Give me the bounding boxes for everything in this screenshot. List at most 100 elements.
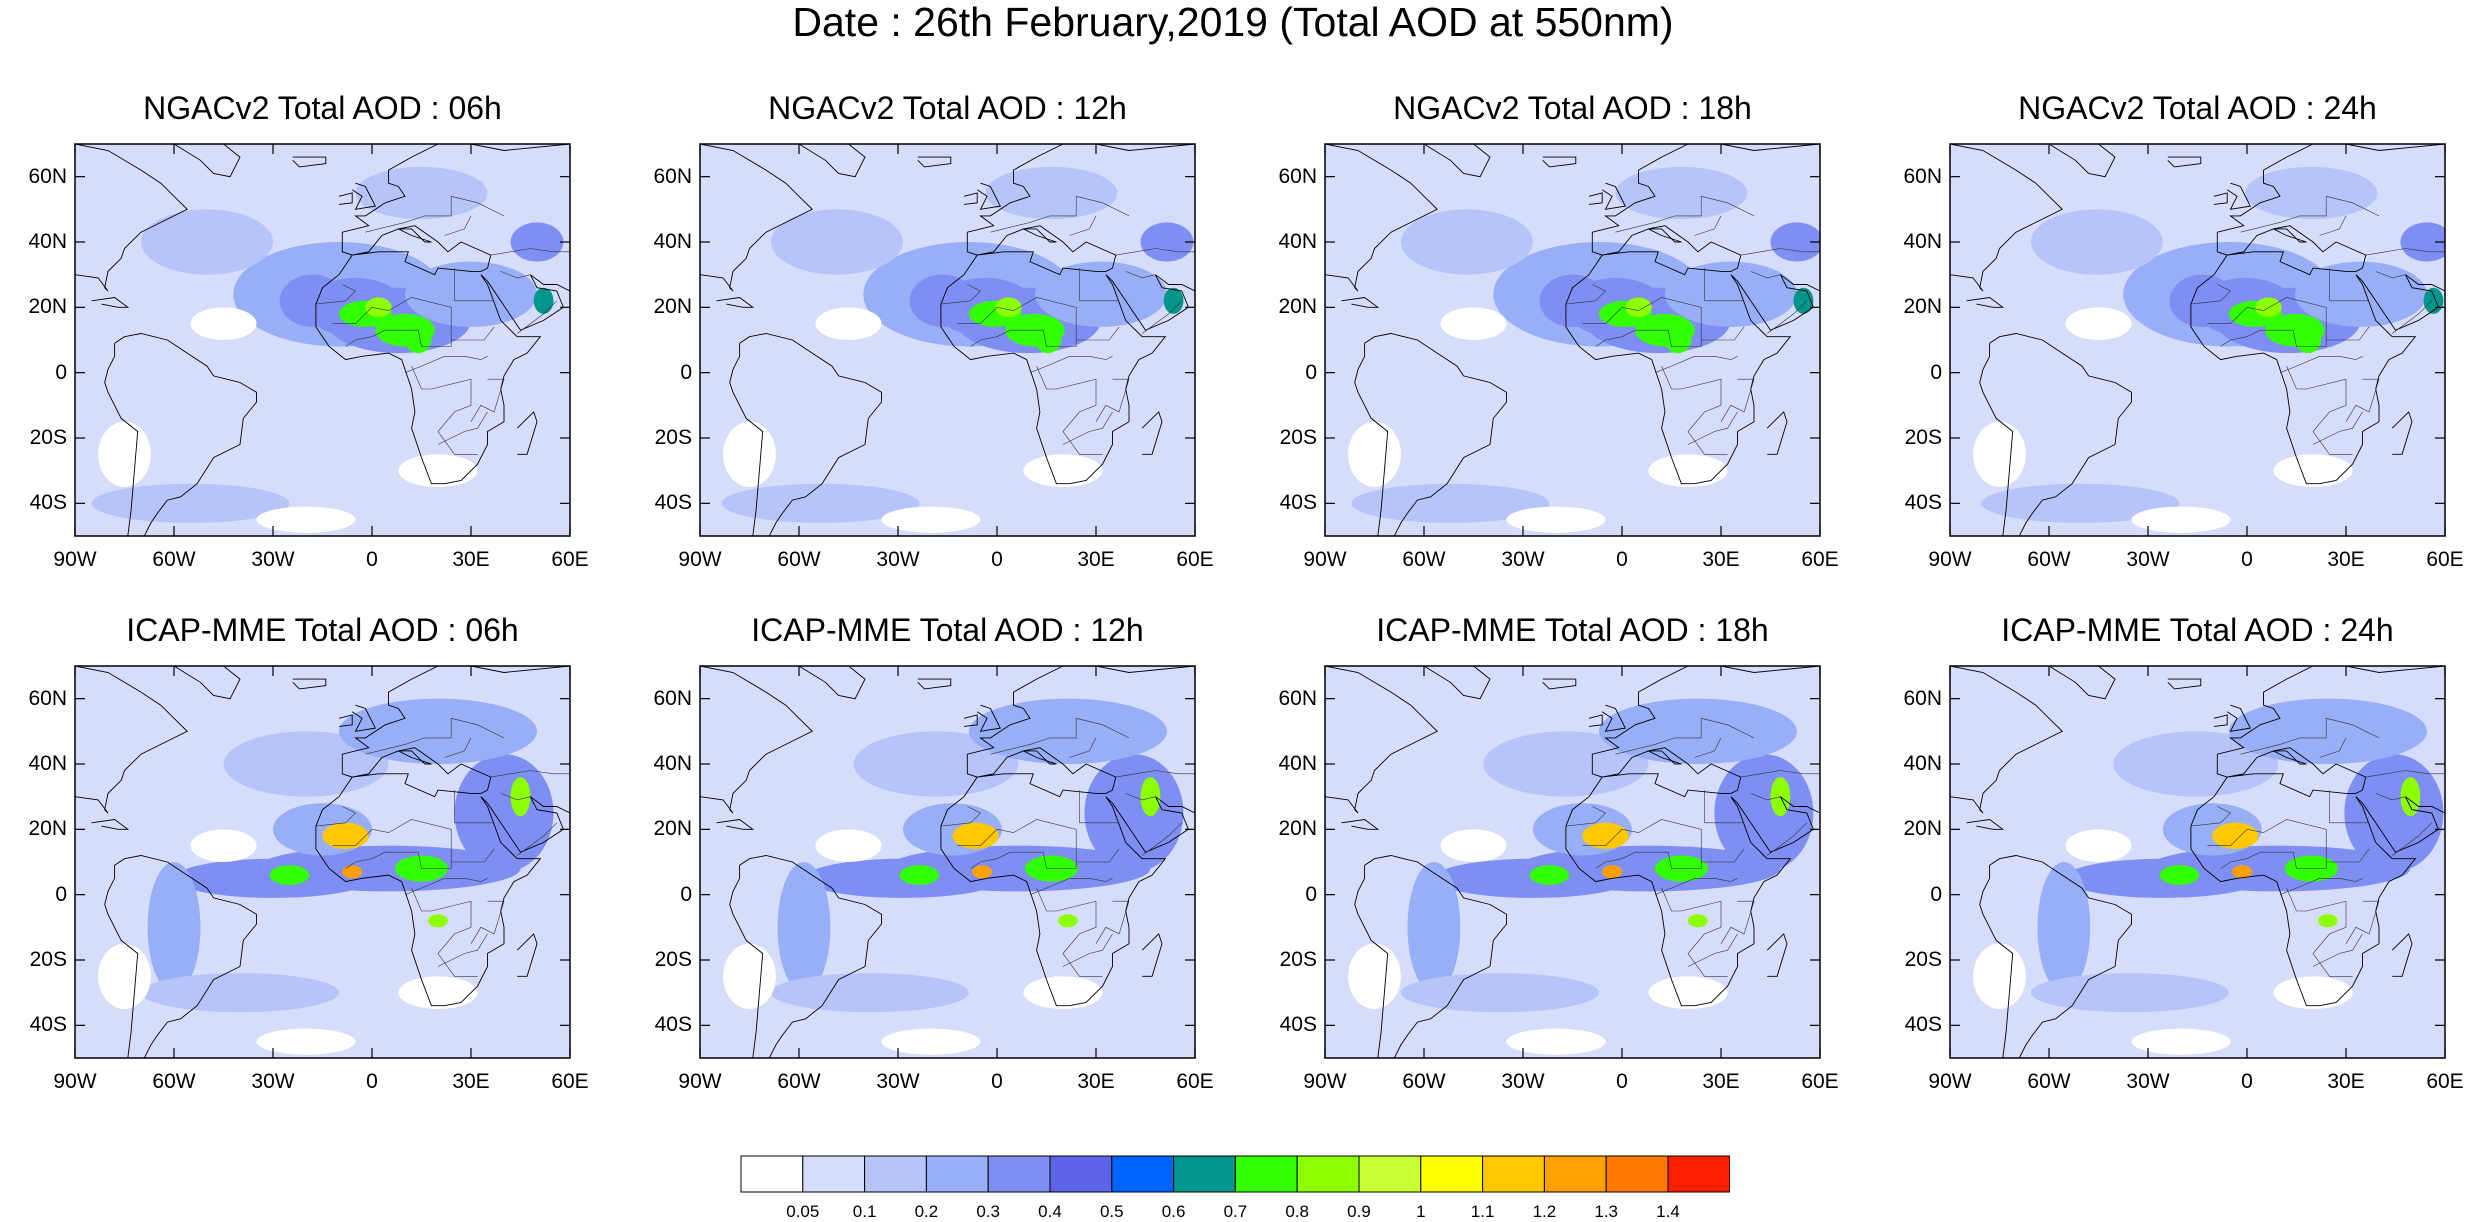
lat-label: 0 xyxy=(55,882,67,906)
coastline xyxy=(351,704,376,732)
panel-title: NGACv2 Total AOD : 18h xyxy=(1393,90,1752,126)
colorbar-label: 0.05 xyxy=(786,1202,820,1221)
country-border xyxy=(2326,326,2370,341)
map-panel: ICAP-MME Total AOD : 18h 60N 40N 20N 0 20S 40S… xyxy=(1250,612,1838,1172)
coastline xyxy=(759,144,866,178)
coastline xyxy=(2213,192,2228,205)
lat-label: 40S xyxy=(654,491,692,515)
aod-contour-region xyxy=(968,698,1167,764)
country-border xyxy=(2392,300,2433,334)
aod-contour-region xyxy=(256,845,521,892)
coastline xyxy=(1341,297,1380,308)
aod-contour-region xyxy=(1625,297,1652,318)
aod-low-region xyxy=(815,307,882,340)
country-border xyxy=(1654,355,1738,373)
country-border xyxy=(2207,819,2327,869)
aod-contour-region xyxy=(339,698,537,764)
country-border xyxy=(2326,848,2370,863)
panel-title: NGACv2 Total AOD : 06h xyxy=(143,90,502,126)
colorbar-label: 1.3 xyxy=(1594,1202,1618,1221)
coastline xyxy=(2391,411,2413,455)
country-border xyxy=(1701,326,1745,341)
country-border xyxy=(1701,848,1745,863)
lon-label: 60E xyxy=(2426,548,2464,571)
lon-label: 0 xyxy=(366,1070,378,1093)
lon-label: 60W xyxy=(2027,548,2071,571)
map-frame xyxy=(74,665,571,1059)
coastline xyxy=(315,144,570,485)
aod-low-region xyxy=(2273,976,2353,1009)
coastline xyxy=(2009,666,2116,700)
coastline xyxy=(1542,678,1577,690)
aod-low-region xyxy=(398,976,478,1009)
aod-contour-region xyxy=(147,862,201,993)
lat-label: 40S xyxy=(1279,491,1317,515)
lon-label: 60E xyxy=(1801,548,1839,571)
lon-label: 30W xyxy=(2126,1070,2170,1093)
country-border xyxy=(990,717,1130,755)
country-border xyxy=(2207,297,2327,347)
coastline xyxy=(1384,144,1491,178)
aod-contour-region xyxy=(269,865,310,885)
colorbar-swatch xyxy=(1049,1155,1113,1193)
coastline xyxy=(516,411,538,455)
colorbar-label: 0.1 xyxy=(852,1202,877,1221)
aod-low-region xyxy=(256,1028,356,1055)
country-border xyxy=(451,848,495,863)
map-frame xyxy=(699,665,1196,1059)
aod-map xyxy=(1949,143,2446,537)
coastline xyxy=(338,714,353,727)
country-border xyxy=(1740,248,1820,256)
country-border xyxy=(1687,933,1738,967)
aod-contour-region xyxy=(428,914,448,928)
aod-contour-region xyxy=(952,822,999,849)
colorbar-swatch xyxy=(1173,1155,1236,1193)
lat-label: 40N xyxy=(653,752,692,775)
lat-label: 60N xyxy=(1278,164,1317,188)
aod-contour-region xyxy=(1516,845,1781,892)
aod-low-region xyxy=(881,506,981,533)
lon-label: 90W xyxy=(53,1070,97,1093)
country-border xyxy=(1694,215,1722,236)
country-border xyxy=(1767,822,1808,856)
aod-contour-region xyxy=(510,222,564,262)
coastline xyxy=(1966,819,2005,830)
country-border xyxy=(411,365,478,455)
coastline xyxy=(1950,666,2063,814)
country-border xyxy=(1661,365,1728,455)
lat-label: 20S xyxy=(1279,426,1317,449)
lat-label: 0 xyxy=(680,360,692,384)
coastline xyxy=(75,144,188,292)
country-border xyxy=(1125,271,1156,279)
country-border xyxy=(517,822,558,856)
coastline xyxy=(963,714,978,727)
colorbar-label: 0.8 xyxy=(1285,1202,1309,1221)
aod-contour-region xyxy=(899,865,940,885)
lat-label: 0 xyxy=(1305,360,1317,384)
aod-contour-region xyxy=(141,209,273,275)
aod-contour-region xyxy=(2255,297,2282,318)
coastline xyxy=(1354,855,1507,1058)
lat-label: 60N xyxy=(1903,686,1942,710)
figure-title: Date : 26th February,2019 (Total AOD at … xyxy=(792,0,1674,45)
lat-label: 0 xyxy=(55,360,67,384)
lon-label: 30E xyxy=(1077,1070,1115,1093)
colorbar-label: 0.2 xyxy=(914,1202,939,1221)
lon-label: 60E xyxy=(551,548,589,571)
colorbar xyxy=(740,1155,1730,1193)
lon-label: 90W xyxy=(53,548,97,571)
aod-contour-region xyxy=(2030,973,2229,1013)
aod-contour-region xyxy=(355,166,488,220)
aod-contour-region xyxy=(995,297,1022,318)
aod-contour-region xyxy=(91,483,290,523)
coastline xyxy=(917,678,952,690)
coastline xyxy=(963,192,978,205)
lon-label: 90W xyxy=(1303,1070,1347,1093)
colorbar-swatch xyxy=(802,1155,866,1193)
aod-contour-region xyxy=(1351,483,1550,523)
lat-label: 20S xyxy=(1904,426,1942,449)
colorbar-swatch xyxy=(1358,1155,1422,1193)
aod-contour-region xyxy=(1058,914,1078,928)
aod-contour-region xyxy=(2037,862,2091,993)
panel-title: NGACv2 Total AOD : 12h xyxy=(768,90,1127,126)
